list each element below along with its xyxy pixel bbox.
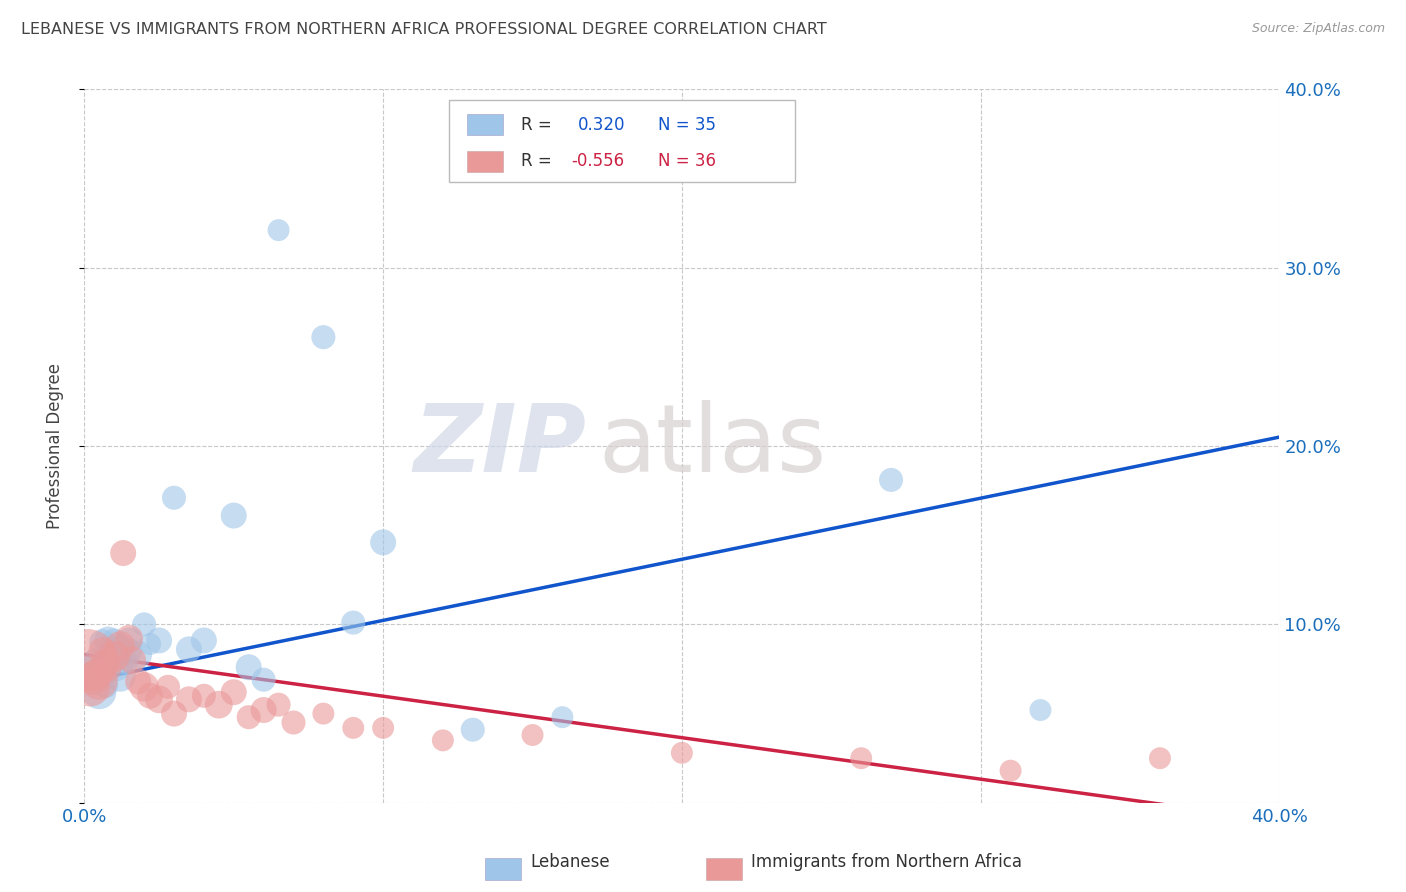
- Point: [112, 546, 135, 560]
- Point: [94, 657, 117, 671]
- Point: [283, 715, 305, 730]
- Text: Source: ZipAtlas.com: Source: ZipAtlas.com: [1251, 22, 1385, 36]
- Point: [139, 689, 162, 703]
- Point: [222, 508, 245, 523]
- Point: [118, 644, 141, 658]
- Point: [97, 642, 120, 657]
- Point: [267, 223, 290, 237]
- Point: [880, 473, 903, 487]
- Point: [132, 617, 156, 632]
- Point: [97, 633, 120, 648]
- Point: [163, 706, 186, 721]
- Point: [312, 706, 335, 721]
- Point: [139, 637, 162, 651]
- Point: [118, 633, 141, 648]
- Point: [103, 655, 125, 669]
- Point: [177, 692, 200, 706]
- FancyBboxPatch shape: [467, 114, 503, 136]
- Point: [103, 633, 125, 648]
- Text: Immigrants from Northern Africa: Immigrants from Northern Africa: [751, 853, 1022, 871]
- Text: Lebanese: Lebanese: [530, 853, 610, 871]
- Point: [157, 680, 180, 694]
- Point: [253, 703, 276, 717]
- Text: -0.556: -0.556: [571, 153, 624, 170]
- Point: [342, 615, 364, 630]
- Point: [97, 662, 120, 676]
- Point: [110, 669, 132, 683]
- Point: [208, 698, 231, 712]
- Text: R =: R =: [520, 153, 557, 170]
- Point: [731, 153, 754, 168]
- Point: [89, 685, 111, 699]
- Point: [89, 674, 111, 689]
- Point: [127, 674, 149, 689]
- Point: [371, 721, 394, 735]
- Text: 0.320: 0.320: [578, 116, 626, 134]
- Point: [121, 653, 143, 667]
- Point: [267, 698, 290, 712]
- Point: [82, 671, 104, 685]
- Text: N = 35: N = 35: [658, 116, 716, 134]
- Point: [148, 633, 170, 648]
- Point: [849, 751, 872, 765]
- Point: [461, 723, 484, 737]
- Point: [94, 678, 117, 692]
- Point: [238, 710, 260, 724]
- Text: N = 36: N = 36: [658, 153, 716, 170]
- Point: [163, 491, 186, 505]
- FancyBboxPatch shape: [485, 858, 520, 880]
- Point: [432, 733, 454, 747]
- Point: [148, 692, 170, 706]
- Point: [253, 673, 276, 687]
- Point: [118, 632, 141, 646]
- Point: [86, 667, 108, 681]
- Point: [522, 728, 544, 742]
- Point: [193, 633, 215, 648]
- Point: [342, 721, 364, 735]
- Point: [91, 667, 114, 681]
- Point: [193, 689, 215, 703]
- Point: [82, 653, 104, 667]
- FancyBboxPatch shape: [706, 858, 742, 880]
- Point: [671, 746, 693, 760]
- Text: atlas: atlas: [599, 400, 827, 492]
- Point: [132, 680, 156, 694]
- Text: R =: R =: [520, 116, 557, 134]
- FancyBboxPatch shape: [449, 100, 796, 182]
- Point: [79, 660, 101, 674]
- FancyBboxPatch shape: [467, 151, 503, 172]
- Point: [110, 639, 132, 653]
- Text: ZIP: ZIP: [413, 400, 586, 492]
- Point: [115, 655, 138, 669]
- Point: [371, 535, 394, 549]
- Point: [177, 642, 200, 657]
- Point: [79, 680, 101, 694]
- Point: [1029, 703, 1052, 717]
- Point: [91, 644, 114, 658]
- Point: [551, 710, 574, 724]
- Point: [103, 649, 125, 664]
- Point: [312, 330, 335, 344]
- Y-axis label: Professional Degree: Professional Degree: [45, 363, 63, 529]
- Point: [86, 671, 108, 685]
- Point: [1149, 751, 1171, 765]
- Point: [1000, 764, 1022, 778]
- Point: [110, 639, 132, 653]
- Point: [238, 660, 260, 674]
- Point: [222, 685, 245, 699]
- Text: LEBANESE VS IMMIGRANTS FROM NORTHERN AFRICA PROFESSIONAL DEGREE CORRELATION CHAR: LEBANESE VS IMMIGRANTS FROM NORTHERN AFR…: [21, 22, 827, 37]
- Point: [91, 635, 114, 649]
- Point: [76, 653, 98, 667]
- Point: [127, 648, 149, 662]
